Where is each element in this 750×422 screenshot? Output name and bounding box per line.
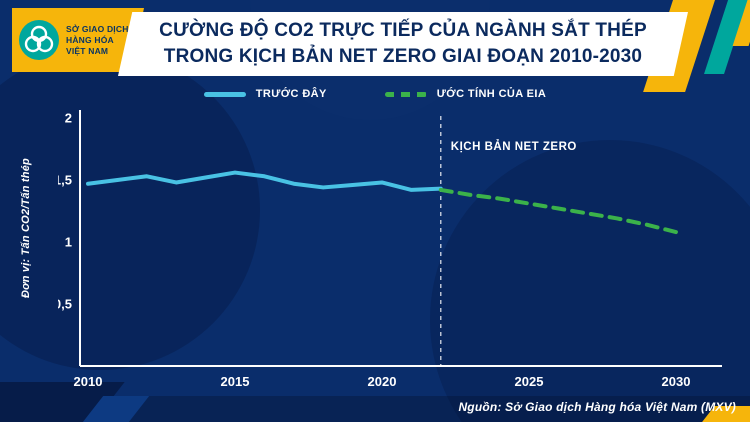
- page-title-line1: CƯỜNG ĐỘ CO2 TRỰC TIẾP CỦA NGÀNH SẮT THÉ…: [159, 20, 647, 41]
- y-tick-label: 1: [65, 235, 72, 250]
- source-credit: Nguồn: Sở Giao dịch Hàng hóa Việt Nam (M…: [458, 400, 736, 414]
- mxv-logo-icon: [19, 20, 59, 60]
- mxv-logo-text: SỞ GIAO DỊCH HÀNG HÓA VIỆT NAM: [66, 24, 129, 57]
- title-banner: CƯỜNG ĐỘ CO2 TRỰC TIẾP CỦA NGÀNH SẮT THÉ…: [118, 12, 688, 76]
- series-line-0: [86, 170, 443, 192]
- logo-line: VIỆT NAM: [66, 45, 109, 56]
- logo-line: SỞ GIAO DỊCH: [66, 23, 129, 34]
- x-tick-label: 2030: [662, 374, 691, 389]
- legend-label: TRƯỚC ĐÂY: [255, 88, 327, 100]
- y-tick-label: 1,5: [58, 173, 72, 188]
- legend: TRƯỚC ĐÂY ƯỚC TÍNH CỦA EIA: [0, 88, 750, 100]
- x-tick-label: 2010: [74, 374, 103, 389]
- background-circle: [0, 50, 260, 370]
- x-tick-label: 2025: [515, 374, 544, 389]
- legend-item-estimate: ƯỚC TÍNH CỦA EIA: [384, 88, 547, 100]
- legend-item-historical: TRƯỚC ĐÂY: [203, 88, 327, 100]
- x-tick-label: 2015: [221, 374, 250, 389]
- co2-line-chart: 2 1,5 1 0,5 2010 2015 2020 2025 2030 KỊCH BẢN NET…: [58, 110, 722, 389]
- y-tick-label: 2: [65, 111, 72, 126]
- y-axis-title: Đơn vị: Tấn CO2/Tấn thép: [20, 158, 32, 298]
- netzero-annotation: KỊCH BẢN NET ZERO: [451, 140, 577, 153]
- y-tick-label: 0,5: [58, 297, 72, 312]
- page-title-line2: TRONG KỊCH BẢN NET ZERO GIAI ĐOẠN 2010-2…: [163, 46, 643, 67]
- logo-line: HÀNG HÓA: [66, 34, 114, 45]
- series-line-1: [438, 187, 678, 235]
- x-tick-label: 2020: [368, 374, 397, 389]
- historical-line-swatch: [203, 91, 246, 97]
- legend-label: ƯỚC TÍNH CỦA EIA: [436, 88, 547, 100]
- estimate-line-swatch: [384, 91, 427, 97]
